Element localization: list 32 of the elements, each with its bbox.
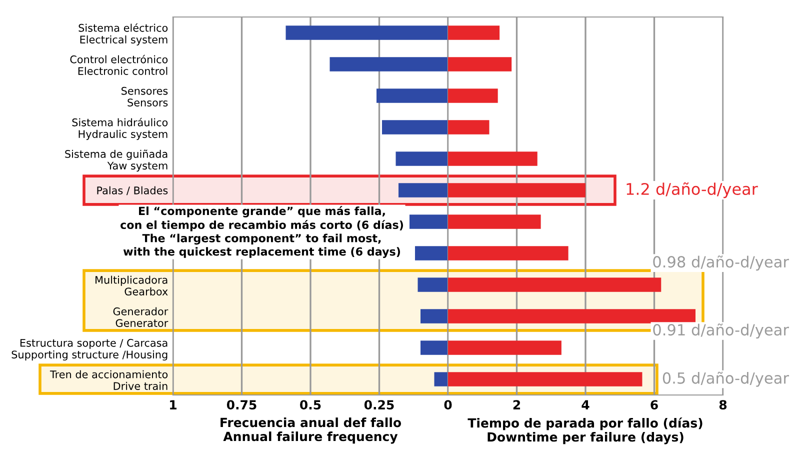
bar — [448, 26, 500, 40]
x-tick-label: 0.5 — [300, 400, 321, 410]
bar — [420, 309, 448, 324]
y-tick-label: Sensores Sensors — [122, 86, 168, 106]
y-tick-label: Control electrónico Electronic control — [70, 54, 168, 75]
x-tick-label: 2 — [513, 400, 520, 410]
x-axis-title: Frecuencia anual def fallo Annual failure frequency — [220, 418, 402, 444]
y-tick-label: Multiplicadora Gearbox — [96, 276, 168, 296]
y-tick-label: Sistema de guiñada Yaw system — [65, 150, 168, 172]
y-tick-label: Sistema eléctrico Electrical system — [78, 23, 168, 46]
bar — [434, 372, 448, 386]
band-label: 1.2 d/año-d/year — [626, 182, 758, 198]
x-tick-label: 0.25 — [364, 400, 394, 410]
band-label: 0.98 d/año-d/year — [653, 256, 789, 271]
annotation: 0.91 d/año-d/year — [653, 323, 789, 339]
x-tick-label: 0.75 — [226, 400, 256, 410]
bar — [415, 246, 448, 260]
x-tick-label: 6 — [650, 400, 658, 410]
bar — [420, 340, 448, 355]
x-tick-label: 1 — [170, 400, 176, 410]
band-label: 0.5 d/año-d/year — [662, 372, 789, 387]
y-tick-label: Palas / Blades — [97, 186, 168, 196]
y-tick-label: Estructura soporte / Carcasa Supporting structure /Housing — [12, 338, 168, 360]
x-tick-label: 4 — [582, 400, 590, 410]
y-tick-label: Tren de accionamiento Drive train — [50, 370, 168, 390]
x-axis-title: Tiempo de parada por fallo (días) Downtime per failure (days) — [468, 418, 702, 444]
bar — [418, 278, 448, 292]
y-tick-label: Sistema hidráulico Hydraulic system — [72, 118, 168, 140]
x-tick-label: 0 — [444, 400, 452, 410]
x-tick-label: 8 — [719, 400, 727, 410]
y-tick-label: Generador Generator — [113, 307, 168, 327]
annotation: El “componente grande” que más falla, con el tiempo de recambio más corto (6 días) The “largest component” to fail most, with the quickest replacement time (6 days) — [120, 206, 403, 258]
